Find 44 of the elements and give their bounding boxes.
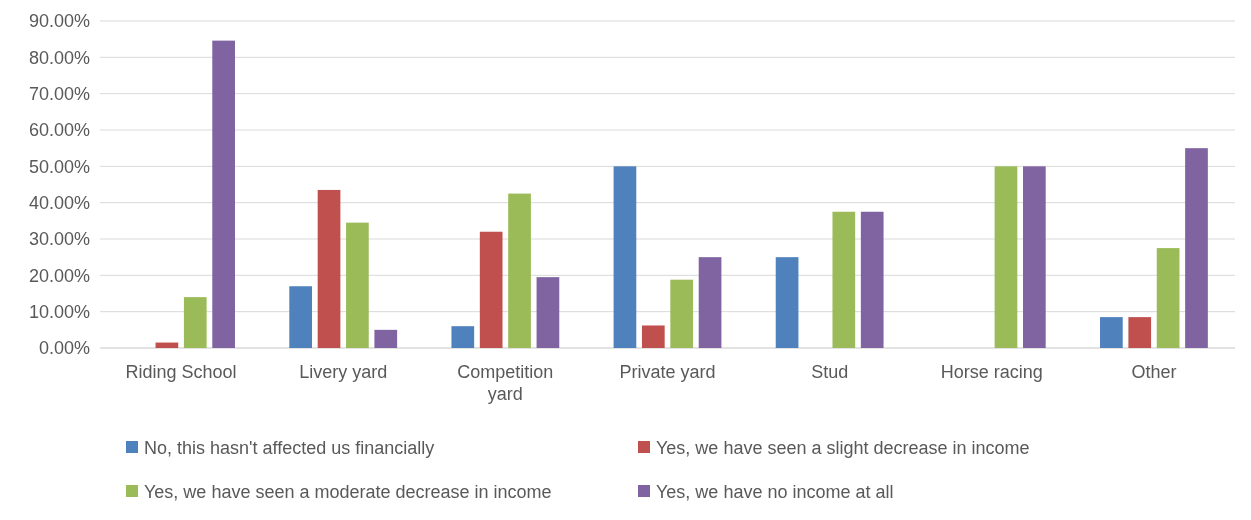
x-tick-label: Other	[1131, 362, 1177, 382]
bar	[613, 166, 637, 348]
bar	[1156, 248, 1180, 348]
bar	[183, 297, 207, 348]
y-tick-label: 70.00%	[28, 83, 90, 104]
legend-label: Yes, we have seen a moderate decrease in income	[144, 482, 552, 503]
bar	[317, 189, 341, 348]
legend-label: Yes, we have no income at all	[656, 482, 894, 503]
bar	[1100, 317, 1123, 348]
bar	[289, 286, 312, 348]
y-tick-label: 40.00%	[28, 192, 90, 213]
x-tick-label: Riding School	[125, 362, 237, 382]
bar	[1023, 166, 1046, 348]
bar	[775, 257, 799, 348]
bar	[479, 231, 503, 348]
x-tick-label: Competition yard	[457, 362, 554, 404]
bar	[374, 329, 398, 348]
bar	[1128, 317, 1152, 348]
bar	[212, 40, 235, 348]
y-tick-label: 0.00%	[38, 338, 90, 359]
x-tick-label: Stud	[811, 362, 849, 382]
legend-label: No, this hasn't affected us financially	[144, 438, 435, 459]
bar	[832, 211, 856, 348]
y-tick-label: 50.00%	[28, 156, 90, 177]
bar	[698, 257, 722, 348]
x-tick-label: Private yard	[619, 362, 716, 382]
bar	[508, 193, 531, 348]
y-tick-label: 10.00%	[28, 301, 90, 322]
bar	[346, 222, 369, 348]
y-tick-label: 30.00%	[28, 229, 90, 250]
bar	[994, 166, 1018, 348]
y-tick-label: 80.00%	[28, 47, 90, 68]
y-tick-label: 60.00%	[28, 120, 90, 141]
bar	[451, 326, 475, 348]
y-tick-label: 90.00%	[28, 11, 90, 32]
y-tick-label: 20.00%	[28, 265, 90, 286]
x-tick-label: Livery yard	[299, 362, 388, 382]
bar	[641, 325, 665, 348]
bar	[670, 279, 694, 348]
bar	[536, 277, 560, 348]
x-tick-label: Horse racing	[940, 362, 1043, 382]
legend-label: Yes, we have seen a slight decrease in income	[656, 438, 1030, 459]
bar	[860, 211, 884, 348]
bar	[1185, 148, 1208, 348]
